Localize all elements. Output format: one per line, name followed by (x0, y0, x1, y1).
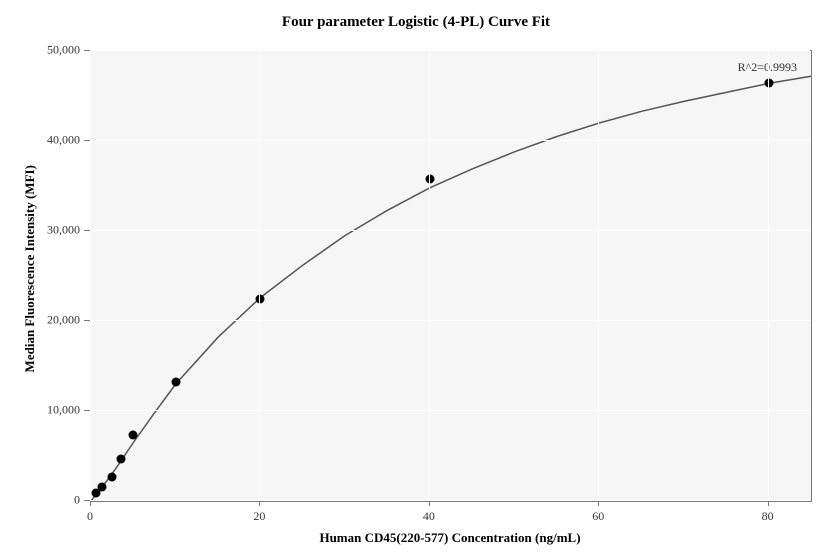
data-point (116, 454, 125, 463)
data-point (256, 294, 265, 303)
grid-line-h (90, 500, 810, 501)
x-tick-label: 80 (762, 509, 774, 524)
grid-line-h (90, 50, 810, 51)
y-tick-label: 20,000 (36, 313, 80, 328)
y-tick (84, 140, 90, 141)
y-tick-label: 50,000 (36, 43, 80, 58)
data-point (764, 78, 773, 87)
chart-container: Four parameter Logistic (4-PL) Curve Fit… (0, 0, 832, 560)
y-axis-label: Median Fluorescence Intensity (MFI) (22, 123, 38, 416)
data-point (108, 472, 117, 481)
y-tick-label: 0 (36, 493, 80, 508)
y-tick-label: 40,000 (36, 133, 80, 148)
x-tick-label: 20 (253, 509, 265, 524)
grid-line-v (90, 50, 91, 500)
x-tick-label: 0 (87, 509, 93, 524)
data-point (425, 174, 434, 183)
grid-line-h (90, 230, 810, 231)
y-tick (84, 230, 90, 231)
data-point (129, 431, 138, 440)
grid-line-h (90, 410, 810, 411)
y-tick (84, 320, 90, 321)
plot-area (90, 50, 812, 502)
y-tick (84, 50, 90, 51)
grid-line-v (259, 50, 260, 500)
grid-line-h (90, 140, 810, 141)
y-tick-label: 10,000 (36, 403, 80, 418)
fit-curve-svg (91, 51, 811, 501)
x-tick-label: 60 (592, 509, 604, 524)
x-axis-label: Human CD45(220-577) Concentration (ng/mL… (90, 530, 810, 546)
y-tick-label: 30,000 (36, 223, 80, 238)
grid-line-v (768, 50, 769, 500)
x-tick-label: 40 (423, 509, 435, 524)
chart-title: Four parameter Logistic (4-PL) Curve Fit (0, 14, 832, 31)
data-point (97, 482, 106, 491)
grid-line-v (598, 50, 599, 500)
y-tick (84, 410, 90, 411)
grid-line-v (429, 50, 430, 500)
y-tick (84, 500, 90, 501)
data-point (171, 378, 180, 387)
grid-line-h (90, 320, 810, 321)
